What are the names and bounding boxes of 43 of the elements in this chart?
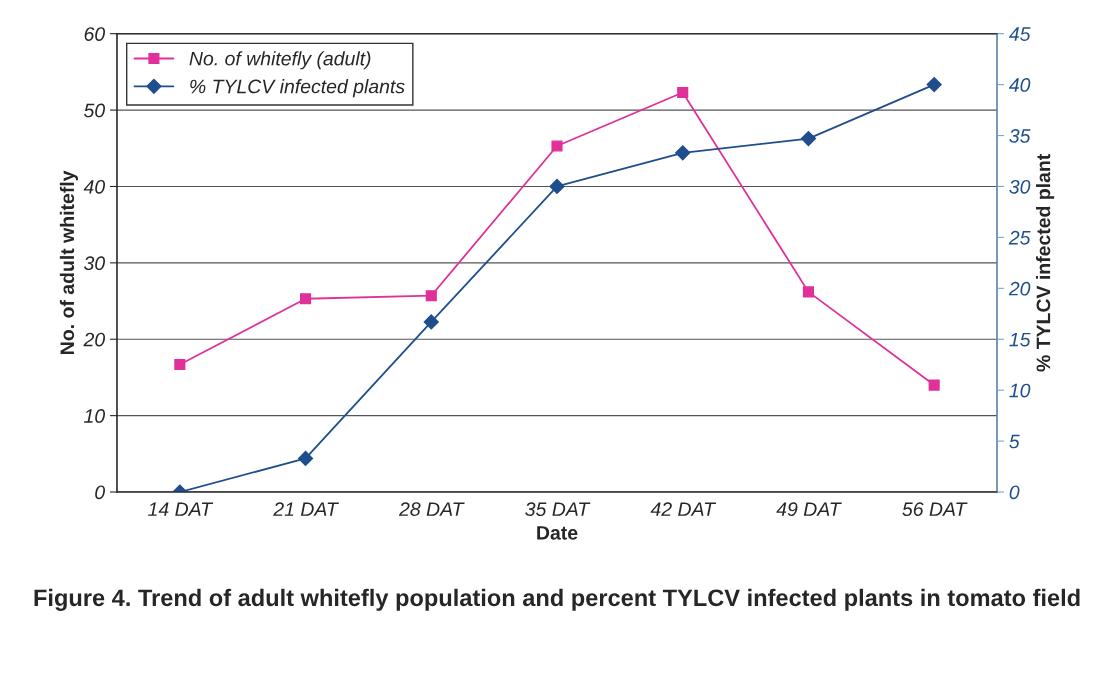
point bbox=[928, 379, 940, 391]
point bbox=[675, 145, 691, 161]
x-axis-title: Date bbox=[537, 526, 578, 540]
point bbox=[800, 131, 817, 147]
legend-label: No. of whitefly (adult) bbox=[189, 51, 371, 70]
y2-tick-label: 30 bbox=[1009, 179, 1031, 194]
y2-tick-label: 20 bbox=[1008, 281, 1031, 296]
y-tick-label: 40 bbox=[83, 179, 105, 194]
point bbox=[297, 450, 314, 466]
point bbox=[926, 77, 942, 93]
point bbox=[299, 293, 312, 305]
text: Figure 4. Trend of adult whitefly population and percent TYLCV infected plants in tomato field bbox=[34, 588, 1080, 611]
y2-tick-label: 25 bbox=[1008, 230, 1031, 245]
y2-tick-label: 35 bbox=[1009, 129, 1031, 143]
point bbox=[677, 86, 689, 99]
y-tick-label: 10 bbox=[84, 409, 105, 423]
y2-tick-label: 15 bbox=[1009, 332, 1031, 347]
x-tick-label: 42 DAT bbox=[650, 502, 717, 516]
point bbox=[425, 290, 437, 302]
y-tick-label: 20 bbox=[83, 332, 105, 347]
y-tick-label: 50 bbox=[83, 103, 105, 118]
point bbox=[551, 140, 563, 152]
y2-tick-label: 10 bbox=[1009, 383, 1031, 398]
x-tick-label: 35 DAT bbox=[525, 502, 591, 517]
point bbox=[802, 286, 815, 298]
point bbox=[174, 358, 186, 371]
x-tick-label: 49 DAT bbox=[776, 502, 842, 517]
y2-tick-label: 0 bbox=[1009, 485, 1020, 500]
y2-tick-label: 40 bbox=[1008, 78, 1031, 92]
y2-tick-label: 5 bbox=[1009, 434, 1020, 449]
y-tick-label: 0 bbox=[95, 485, 105, 500]
y2-tick-label: 45 bbox=[1008, 27, 1031, 41]
legend-label: % TYLCV infected plants bbox=[190, 79, 405, 98]
x-tick-label: 21 DAT bbox=[273, 502, 339, 516]
y-tick-label: 30 bbox=[83, 256, 105, 271]
point bbox=[549, 178, 565, 195]
y2-axis-title: % TYLCV infected plant bbox=[1036, 153, 1055, 372]
point bbox=[423, 314, 439, 330]
x-tick-label: 28 DAT bbox=[398, 502, 465, 517]
x-tick-label: 56 DAT bbox=[902, 502, 968, 517]
x-tick-label: 14 DAT bbox=[148, 502, 214, 516]
y-axis-title: No. of adult whitefly bbox=[59, 170, 78, 354]
y-tick-label: 60 bbox=[84, 27, 105, 41]
